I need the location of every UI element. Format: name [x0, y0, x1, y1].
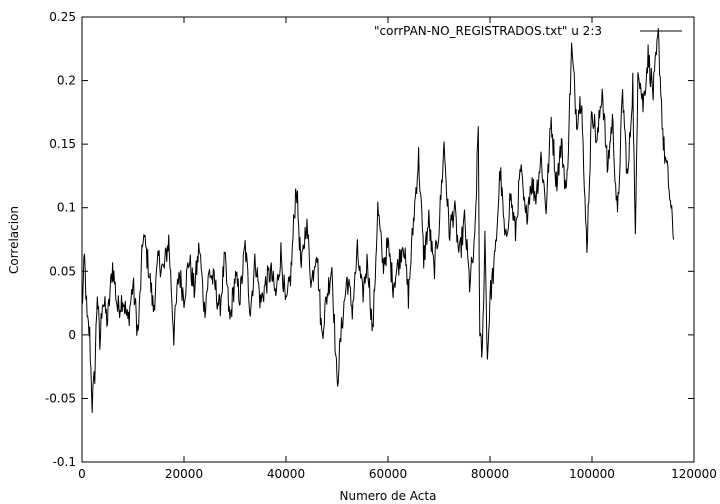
x-axis-label: Numero de Acta: [340, 489, 437, 503]
y-axis-label: Correlacion: [7, 206, 21, 274]
plot-frame: [81, 16, 695, 463]
x-tick-label: 80000: [471, 467, 509, 481]
x-tick-label: 20000: [165, 467, 203, 481]
x-tick-label: 40000: [267, 467, 305, 481]
y-tick-label: -0.1: [53, 455, 76, 469]
x-tick-label: 120000: [671, 467, 717, 481]
legend-label: "corrPAN-NO_REGISTRADOS.txt" u 2:3: [374, 24, 602, 38]
y-tick-label: 0.1: [57, 201, 76, 215]
series-line: [81, 28, 675, 413]
y-tick-label: 0.15: [49, 137, 76, 151]
x-tick-label: 60000: [369, 467, 407, 481]
legend: "corrPAN-NO_REGISTRADOS.txt" u 2:3: [374, 24, 682, 38]
x-tick-label: 100000: [569, 467, 615, 481]
y-tick-label: 0: [68, 328, 76, 342]
y-tick-label: 0.05: [49, 264, 76, 278]
y-tick-label: 0.2: [57, 74, 76, 88]
y-tick-label: 0.25: [49, 10, 76, 24]
tick-layer: 0 20000 40000 60000 80000 100000 120000 -0.1 -0.…: [45, 10, 717, 481]
y-tick-label: -0.05: [45, 391, 76, 405]
x-tick-label: 0: [78, 467, 86, 481]
